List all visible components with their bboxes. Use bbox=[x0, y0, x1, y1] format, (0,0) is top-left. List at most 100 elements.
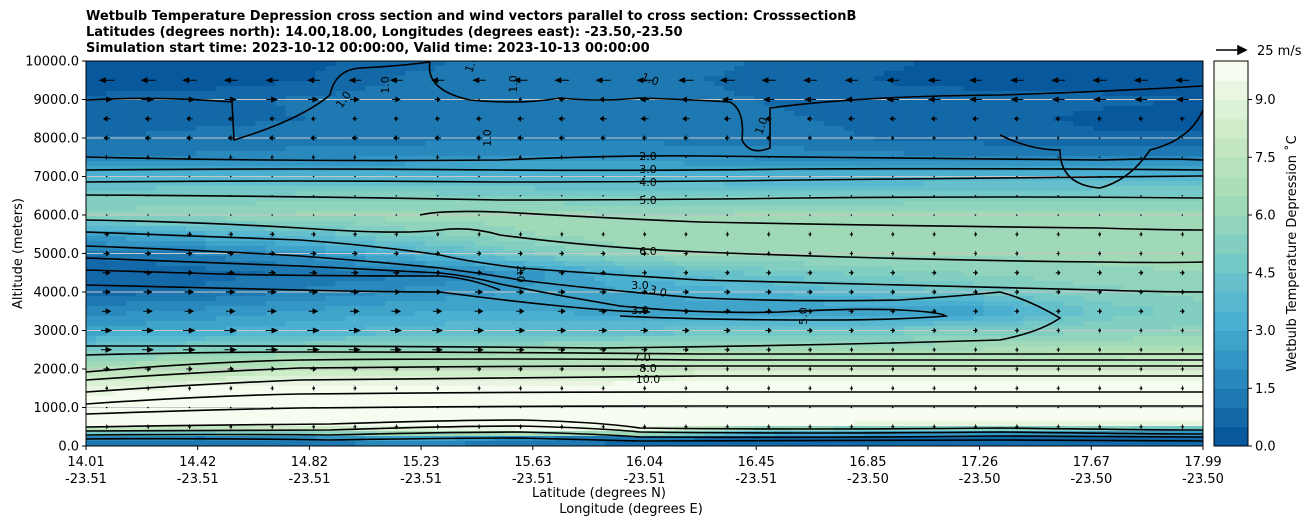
field-cell bbox=[873, 111, 885, 117]
field-cell bbox=[1103, 241, 1114, 247]
field-cell bbox=[724, 171, 735, 177]
field-cell bbox=[514, 261, 526, 267]
field-cell bbox=[873, 156, 885, 162]
field-cell bbox=[105, 176, 117, 182]
field-cell bbox=[504, 181, 516, 187]
field-cell bbox=[215, 161, 227, 167]
field-cell bbox=[704, 256, 715, 262]
field-cell bbox=[86, 91, 97, 97]
field-cell bbox=[325, 106, 336, 112]
field-cell bbox=[534, 116, 546, 122]
field-cell bbox=[415, 246, 426, 252]
field-cell bbox=[86, 166, 97, 172]
field-cell bbox=[524, 91, 536, 97]
field-cell bbox=[544, 81, 556, 87]
field-cell bbox=[1163, 71, 1174, 77]
field-cell bbox=[285, 71, 297, 77]
field-cell bbox=[863, 141, 875, 147]
field-cell bbox=[604, 201, 616, 207]
field-cell bbox=[185, 91, 197, 97]
field-cell bbox=[484, 101, 496, 107]
field-cell bbox=[604, 231, 616, 237]
field-cell bbox=[863, 276, 875, 282]
field-cell bbox=[1053, 236, 1064, 242]
field-cell bbox=[285, 186, 297, 192]
field-cell bbox=[175, 91, 187, 97]
field-cell bbox=[554, 141, 566, 147]
field-cell bbox=[385, 191, 396, 197]
field-cell bbox=[345, 86, 356, 92]
field-cell bbox=[794, 141, 805, 147]
field-cell bbox=[714, 76, 725, 82]
field-cell bbox=[923, 236, 935, 242]
field-cell bbox=[1193, 71, 1203, 77]
field-cell bbox=[843, 86, 855, 92]
field-cell bbox=[1023, 126, 1035, 132]
field-cell bbox=[1113, 111, 1124, 117]
field-cell bbox=[325, 126, 336, 132]
field-cell bbox=[993, 111, 1005, 117]
field-cell bbox=[794, 116, 805, 122]
field-cell bbox=[484, 146, 496, 152]
field-cell bbox=[1003, 121, 1015, 127]
field-cell bbox=[1063, 151, 1074, 157]
field-cell bbox=[105, 246, 117, 252]
field-cell bbox=[504, 96, 516, 102]
field-cell bbox=[923, 226, 935, 232]
field-cell bbox=[863, 126, 875, 132]
field-cell bbox=[395, 186, 406, 192]
field-cell bbox=[694, 131, 705, 137]
field-cell bbox=[694, 76, 705, 82]
field-cell bbox=[853, 131, 865, 137]
field-cell bbox=[953, 211, 965, 217]
field-cell bbox=[913, 131, 925, 137]
field-cell bbox=[963, 211, 975, 217]
field-cell bbox=[405, 101, 416, 107]
field-cell bbox=[624, 136, 636, 142]
field-cell bbox=[943, 106, 955, 112]
field-cell bbox=[744, 201, 755, 207]
field-cell bbox=[1133, 131, 1144, 137]
field-cell bbox=[804, 171, 815, 177]
field-cell bbox=[903, 226, 915, 232]
field-cell bbox=[684, 241, 695, 247]
field-cell bbox=[225, 216, 237, 222]
field-cell bbox=[1183, 136, 1194, 142]
field-cell bbox=[455, 101, 466, 107]
field-cell bbox=[614, 171, 626, 177]
field-cell bbox=[355, 71, 366, 77]
field-cell bbox=[644, 106, 656, 112]
field-cell bbox=[933, 126, 945, 132]
field-cell bbox=[355, 181, 366, 187]
field-cell bbox=[135, 171, 147, 177]
field-cell bbox=[494, 151, 506, 157]
field-cell bbox=[1113, 276, 1124, 282]
field-cell bbox=[1093, 131, 1104, 137]
field-cell bbox=[245, 106, 257, 112]
field-cell bbox=[1193, 81, 1203, 87]
field-cell bbox=[1083, 191, 1094, 197]
field-cell bbox=[694, 61, 705, 67]
field-cell bbox=[185, 111, 197, 117]
field-cell bbox=[1113, 86, 1124, 92]
field-cell bbox=[1063, 221, 1074, 227]
field-cell bbox=[145, 171, 157, 177]
field-cell bbox=[1103, 181, 1114, 187]
field-cell bbox=[544, 236, 556, 242]
field-cell bbox=[1073, 76, 1084, 82]
field-cell bbox=[375, 266, 386, 272]
field-cell bbox=[824, 211, 835, 217]
field-cell bbox=[644, 136, 656, 142]
field-cell bbox=[1023, 221, 1035, 227]
field-cell bbox=[135, 186, 147, 192]
field-cell bbox=[963, 126, 975, 132]
field-cell bbox=[105, 86, 117, 92]
field-cell bbox=[764, 216, 775, 222]
field-cell bbox=[953, 246, 965, 252]
field-cell bbox=[425, 156, 436, 162]
field-cell bbox=[724, 91, 735, 97]
field-cell bbox=[814, 91, 825, 97]
field-cell bbox=[903, 161, 915, 167]
field-cell bbox=[804, 121, 815, 127]
field-cell bbox=[1153, 116, 1164, 122]
